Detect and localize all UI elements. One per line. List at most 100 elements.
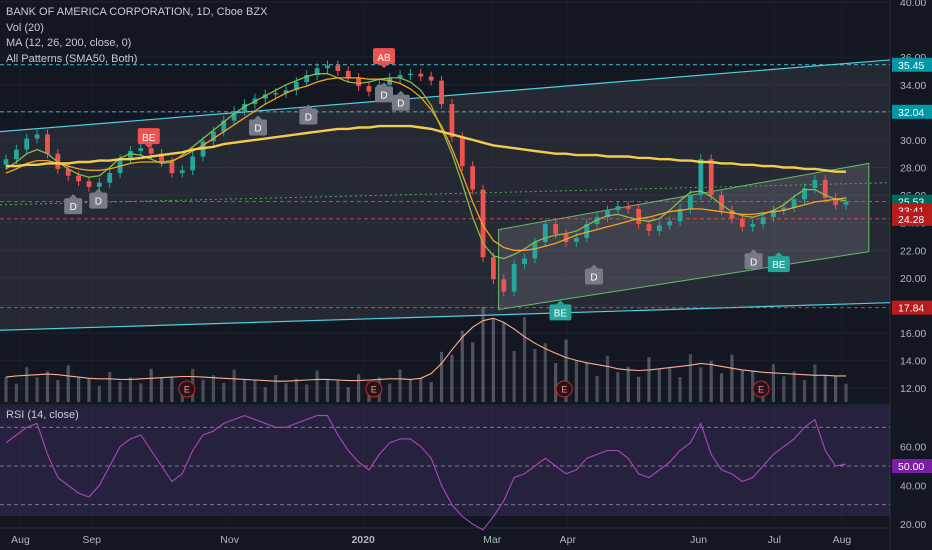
candle-body [3,159,9,165]
earnings-marker: E [178,380,196,398]
pattern-pointer [380,64,388,69]
candle-body [698,159,704,196]
earnings-text: E [758,385,764,395]
candle-body [148,148,154,154]
candle-body [231,110,237,121]
price-tick-label: 14.00 [900,356,926,368]
volume-bar [823,375,827,402]
volume-bar [709,360,713,402]
ma200-line [6,124,846,173]
price-level-label: 17.84 [898,303,924,315]
time-axis[interactable]: Aug Sep Nov 2020 Mar Apr Jun Jul Aug [11,534,851,546]
candle-body [221,120,227,132]
volume-bar [719,373,724,402]
time-tick-label: Jun [690,534,707,546]
pattern-badge [137,128,160,145]
pattern-pointer [304,104,313,109]
volume-indicator-label[interactable]: Vol (20) [6,21,44,34]
candle-body [522,258,527,265]
patterns-indicator-label[interactable]: All Patterns (SMA50, Both) [6,52,138,65]
volume-bar [346,387,350,402]
time-tick-label: Aug [11,534,30,546]
candle-body [128,150,133,160]
rsi-current-label: 50.00 [898,461,924,473]
earnings-text: E [561,385,567,395]
rsi-tick-label: 40.00 [900,480,926,492]
pattern-text: D [380,90,387,101]
candle-body [418,73,424,77]
volume-bar [481,307,485,402]
time-tick-label: Nov [220,534,239,546]
volume-bar [595,375,599,402]
chart-legend: BANK OF AMERICA CORPORATION, 1D, Cboe BZ… [6,5,267,67]
candle-body [625,206,631,209]
earnings-circle [365,380,383,398]
symbol-title[interactable]: BANK OF AMERICA CORPORATION, 1D, Cboe BZ… [6,6,268,18]
time-tick-label: Mar [483,534,502,546]
candle-body [553,224,559,234]
candle-body [760,217,766,225]
candle-body [273,93,279,95]
candle-body [293,82,299,91]
volume-bar [668,367,672,402]
price-axis[interactable]: 40.0036.0034.0032.0030.0028.0026.0024.00… [892,0,932,531]
outer-channel-lower [0,302,891,331]
candlestick-series[interactable] [3,60,849,297]
candle-body [211,131,216,142]
pattern-badge [249,119,267,136]
candle-body [501,279,507,292]
candle-body [802,188,807,200]
candle-body [387,77,393,85]
pattern-label: D [391,90,410,111]
candle-body [843,202,849,205]
pattern-pointer [556,300,565,305]
volume-bar [274,374,278,402]
candle-body [719,195,724,211]
pattern-badge [373,48,395,65]
volume-bar [211,375,216,402]
price-tick-label: 20.00 [900,273,926,285]
price-tick-label: 16.00 [900,328,926,340]
earnings-text: E [371,385,377,395]
volume-bar [356,374,361,402]
price-tick-label: 12.00 [900,383,926,395]
pattern-label: D [375,82,393,103]
volume-bar [585,362,589,402]
candle-body [656,225,662,231]
candle-body [636,208,641,225]
candle-body [45,134,50,154]
volume-bar [253,380,257,402]
pattern-pointer [254,115,262,120]
pattern-label: D [744,249,763,270]
price-level-badge [892,211,932,226]
volume-bar [222,383,226,402]
earnings-marker: E [752,380,770,398]
pattern-badge [89,192,108,209]
volume-bar [605,355,610,402]
volume-bar [429,382,433,402]
volume-bar [4,377,8,402]
volume-bar [315,370,319,402]
candle-body [750,224,756,227]
candle-body [366,86,372,92]
rsi-indicator-label[interactable]: RSI (14, close) [6,409,79,421]
pattern-label: BE [549,300,572,321]
time-tick-label: 2020 [351,534,375,546]
price-tick-label: 40.00 [900,0,926,9]
time-tick-label: Apr [560,534,577,546]
volume-bar [740,369,744,402]
candle-body [76,175,81,182]
candle-body [739,218,745,227]
pattern-label: D [249,115,267,136]
candle-body [283,90,289,94]
volume-bar [87,378,91,402]
ma-indicator-label[interactable]: MA (12, 26, 200, close, 0) [6,37,132,49]
price-level-badge [892,300,932,315]
volume-bar [242,379,247,402]
volume-bar [813,364,817,402]
volume-bar [782,376,786,402]
price-level-lines [0,64,890,309]
